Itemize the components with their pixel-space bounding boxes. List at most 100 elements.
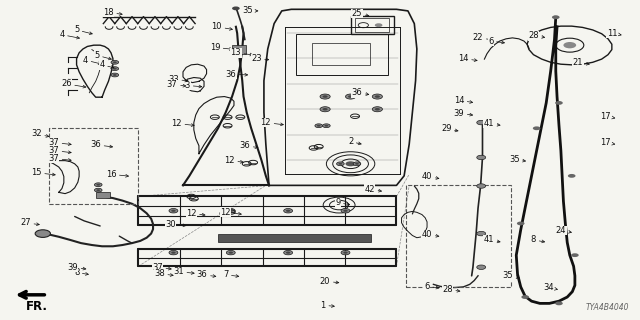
Circle shape: [97, 184, 100, 186]
Text: 15: 15: [31, 168, 55, 177]
Circle shape: [375, 108, 380, 110]
Circle shape: [169, 251, 178, 255]
Circle shape: [315, 124, 323, 128]
Circle shape: [522, 295, 529, 299]
Circle shape: [320, 94, 330, 99]
Circle shape: [346, 161, 356, 166]
Text: 10: 10: [211, 22, 232, 31]
Text: 17: 17: [600, 112, 615, 121]
Circle shape: [317, 125, 321, 127]
Circle shape: [286, 210, 291, 212]
Text: 37: 37: [48, 146, 71, 155]
Circle shape: [346, 94, 356, 99]
Text: 2: 2: [348, 137, 361, 146]
Circle shape: [552, 15, 559, 19]
Bar: [355, 18, 390, 32]
Circle shape: [339, 163, 342, 165]
Text: TYA4B4040: TYA4B4040: [586, 303, 629, 312]
Text: 28: 28: [528, 31, 545, 40]
Text: 36: 36: [225, 70, 248, 79]
Text: 4: 4: [60, 30, 79, 39]
Text: 36: 36: [239, 141, 258, 150]
Text: 12: 12: [224, 156, 243, 165]
Text: 11: 11: [607, 28, 621, 38]
Bar: [406, 185, 511, 287]
Text: 40: 40: [422, 230, 439, 239]
Circle shape: [477, 265, 486, 269]
Text: 6: 6: [488, 36, 504, 45]
Circle shape: [228, 252, 233, 254]
Circle shape: [372, 94, 383, 99]
Text: 16: 16: [106, 170, 129, 179]
Text: 34: 34: [543, 283, 557, 292]
Circle shape: [571, 253, 579, 257]
Text: 33: 33: [168, 75, 188, 84]
Text: FR.: FR.: [26, 300, 47, 313]
Text: 35: 35: [242, 6, 258, 15]
Text: 17: 17: [600, 138, 614, 147]
Text: 40: 40: [422, 172, 439, 181]
Text: 37: 37: [48, 154, 71, 163]
Text: 8: 8: [74, 268, 88, 277]
Circle shape: [375, 23, 383, 27]
Circle shape: [341, 209, 350, 213]
Text: 12: 12: [220, 208, 241, 217]
Text: 13: 13: [230, 48, 253, 57]
Text: 37: 37: [152, 263, 171, 272]
Text: 3: 3: [185, 81, 202, 90]
Circle shape: [323, 95, 328, 98]
Text: 36: 36: [351, 88, 369, 97]
Circle shape: [113, 74, 116, 76]
Circle shape: [113, 68, 116, 69]
Bar: [96, 192, 109, 198]
Text: 18: 18: [103, 8, 122, 17]
Bar: [49, 128, 138, 204]
Text: 31: 31: [173, 267, 194, 276]
Text: 41: 41: [484, 236, 500, 244]
Circle shape: [111, 73, 118, 77]
Text: 23: 23: [251, 54, 269, 63]
Circle shape: [563, 42, 576, 48]
Text: 35: 35: [502, 271, 519, 280]
Text: 5: 5: [94, 51, 111, 60]
Text: 28: 28: [442, 285, 460, 294]
Circle shape: [355, 163, 359, 165]
Text: 35: 35: [509, 155, 525, 164]
Text: 32: 32: [31, 130, 49, 139]
Bar: [232, 45, 246, 54]
Text: 19: 19: [210, 43, 232, 52]
Circle shape: [341, 251, 350, 255]
Circle shape: [227, 209, 236, 213]
Circle shape: [323, 124, 330, 128]
Circle shape: [232, 6, 240, 10]
Circle shape: [337, 162, 344, 166]
Text: 14: 14: [454, 96, 472, 105]
Text: 12: 12: [186, 209, 205, 218]
Text: 7: 7: [223, 270, 239, 279]
Circle shape: [95, 188, 102, 192]
Circle shape: [111, 60, 118, 64]
Text: 6: 6: [424, 282, 439, 291]
Text: 24: 24: [556, 226, 572, 235]
Text: 27: 27: [20, 218, 39, 227]
Circle shape: [172, 252, 175, 254]
Circle shape: [348, 95, 353, 98]
Bar: [296, 34, 388, 75]
Text: 12: 12: [172, 119, 194, 128]
Circle shape: [172, 210, 175, 212]
Circle shape: [228, 210, 233, 212]
Text: 29: 29: [441, 124, 458, 133]
Circle shape: [555, 101, 563, 105]
Text: 8: 8: [531, 236, 545, 244]
Circle shape: [568, 174, 575, 178]
Circle shape: [477, 155, 486, 160]
Circle shape: [477, 231, 486, 236]
Text: 41: 41: [484, 119, 500, 128]
Text: 4: 4: [83, 56, 101, 65]
Text: 36: 36: [196, 270, 216, 279]
Circle shape: [323, 108, 328, 110]
Text: 36: 36: [90, 140, 113, 149]
Text: 12: 12: [260, 118, 284, 127]
Text: 1: 1: [321, 301, 334, 310]
Circle shape: [375, 95, 380, 98]
